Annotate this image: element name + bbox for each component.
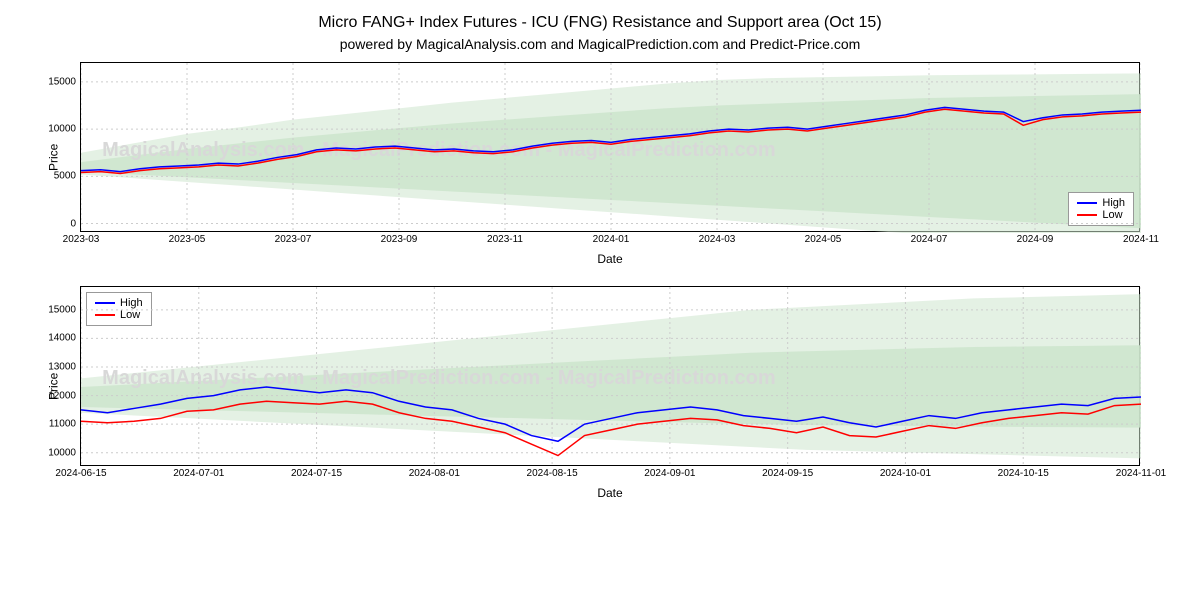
chart-2: MagicalAnalysis.com - MagicalPrediction.… xyxy=(80,286,1140,466)
chart-1-wrap: Price MagicalAnalysis.com - MagicalPredi… xyxy=(80,62,1140,266)
chart-subtitle: powered by MagicalAnalysis.com and Magic… xyxy=(20,36,1180,52)
chart-2-wrap: Price MagicalAnalysis.com - MagicalPredi… xyxy=(80,286,1140,500)
chart-2-xticks: 2024-06-152024-07-012024-07-152024-08-01… xyxy=(81,468,1139,483)
chart-1-xlabel: Date xyxy=(80,252,1140,266)
chart-2-xlabel: Date xyxy=(80,486,1140,500)
chart-1-xticks: 2023-032023-052023-072023-092023-112024-… xyxy=(81,234,1139,249)
chart-1: MagicalAnalysis.com - MagicalPrediction.… xyxy=(80,62,1140,232)
chart-1-yticks: 050001000015000 xyxy=(31,63,76,231)
chart-title: Micro FANG+ Index Futures - ICU (FNG) Re… xyxy=(20,14,1180,32)
chart-2-yticks: 100001100012000130001400015000 xyxy=(31,287,76,465)
